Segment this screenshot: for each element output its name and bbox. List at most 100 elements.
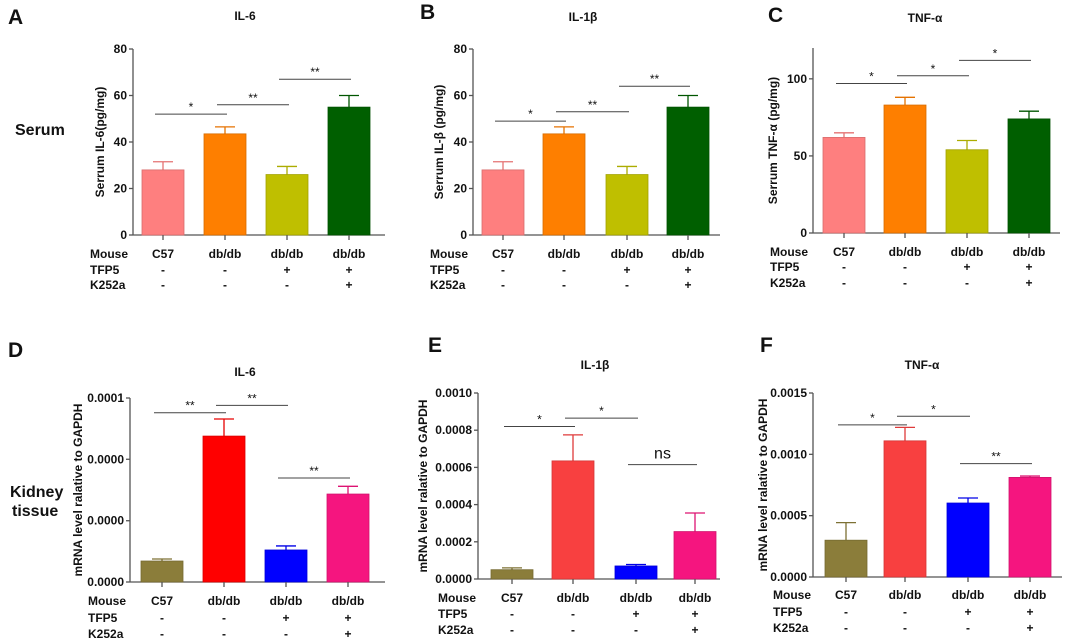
group-k252a-value: -	[571, 623, 575, 637]
row-label-mouse: Mouse	[90, 247, 128, 261]
bar	[326, 493, 370, 583]
significance-label: *	[189, 100, 194, 114]
bar	[946, 502, 990, 578]
row-label-tfp5: TFP5	[88, 611, 118, 625]
y-axis-label: Serrum IL-6(pg/mg)	[93, 87, 107, 198]
bar	[673, 531, 717, 580]
y-tick-label: 0.0000	[87, 575, 124, 589]
group-mouse-value: db/db	[271, 247, 304, 261]
group-k252a-value: -	[284, 627, 288, 641]
group-mouse-value: db/db	[611, 247, 644, 261]
significance-label: *	[599, 404, 604, 418]
bar	[666, 106, 710, 236]
bar	[140, 560, 184, 583]
bar	[551, 460, 595, 580]
chart-title: IL-1β	[581, 358, 610, 372]
group-tfp5-value: +	[1026, 605, 1033, 619]
y-tick-label: 100	[787, 72, 807, 86]
y-axis-label: mRNA level ralative to GAPDH	[416, 400, 430, 573]
group-k252a-value: -	[223, 278, 227, 292]
significance-label: **	[310, 65, 320, 79]
group-tfp5-value: +	[684, 263, 691, 277]
group-mouse-value: db/db	[889, 245, 922, 259]
group-tfp5-value: +	[344, 611, 351, 625]
group-tfp5-value: -	[501, 263, 505, 277]
y-tick-label: 80	[454, 42, 468, 56]
bar	[605, 174, 649, 236]
y-axis-label: Serrum IL-β (pg/mg)	[432, 85, 446, 200]
side-label-tissue: tissue	[12, 503, 58, 520]
y-tick-label: 0.0001	[87, 391, 124, 405]
row-label-mouse: Mouse	[438, 591, 476, 605]
group-k252a-value: +	[1025, 276, 1032, 290]
group-k252a-value: -	[501, 278, 505, 292]
significance-label: *	[931, 62, 936, 76]
group-mouse-value: C57	[151, 594, 173, 608]
y-tick-label: 0.0008	[435, 423, 472, 437]
y-tick-label: 0	[800, 226, 807, 240]
chart-title: IL-1β	[569, 10, 598, 24]
y-tick-label: 0.0010	[435, 386, 472, 400]
y-tick-label: 60	[114, 89, 128, 103]
y-tick-label: 0.0000	[770, 570, 807, 584]
y-tick-label: 20	[454, 182, 468, 196]
bar	[1008, 476, 1052, 578]
chart-title: IL-6	[234, 365, 256, 379]
group-tfp5-value: +	[345, 263, 352, 277]
y-tick-label: 0.0010	[770, 447, 807, 461]
y-tick-label: 0.0006	[435, 460, 472, 474]
panel-letter: C	[768, 4, 783, 27]
y-tick-label: 0.0015	[770, 386, 807, 400]
chart-title: TNF-α	[908, 11, 943, 25]
panel-letter: B	[420, 1, 435, 24]
group-k252a-value: -	[510, 623, 514, 637]
group-tfp5-value: -	[160, 611, 164, 625]
group-tfp5-value: -	[844, 605, 848, 619]
group-tfp5-value: +	[282, 611, 289, 625]
group-k252a-value: -	[285, 278, 289, 292]
bar	[822, 137, 866, 234]
significance-label: ns	[654, 446, 671, 463]
group-mouse-value: db/db	[672, 247, 705, 261]
y-tick-label: 20	[114, 182, 128, 196]
row-label-k252a: K252a	[430, 278, 466, 292]
group-mouse-value: db/db	[679, 591, 712, 605]
y-axis-label: mRNA level ralative to GAPDH	[71, 404, 85, 577]
significance-label: **	[247, 391, 257, 405]
group-k252a-value: -	[222, 627, 226, 641]
group-mouse-value: db/db	[951, 245, 984, 259]
group-tfp5-value: -	[571, 607, 575, 621]
group-mouse-value: db/db	[889, 588, 922, 602]
y-tick-label: 0.0000	[87, 514, 124, 528]
group-mouse-value: db/db	[1014, 588, 1047, 602]
significance-label: **	[309, 464, 319, 478]
group-mouse-value: C57	[152, 247, 174, 261]
row-label-tfp5: TFP5	[430, 263, 460, 277]
bar	[945, 149, 989, 234]
chart-title: IL-6	[234, 9, 256, 23]
bar	[490, 569, 534, 580]
row-label-mouse: Mouse	[88, 594, 126, 608]
group-tfp5-value: +	[1025, 260, 1032, 274]
y-tick-label: 60	[454, 89, 468, 103]
bar	[202, 435, 246, 583]
row-label-k252a: K252a	[770, 276, 806, 290]
row-label-k252a: K252a	[438, 623, 474, 637]
row-label-tfp5: TFP5	[770, 260, 800, 274]
group-tfp5-value: -	[903, 605, 907, 619]
group-tfp5-value: +	[963, 260, 970, 274]
panel-e: E IL-1β 0.0000 0.0002 0.0004 0.0006 0.0008 0.00…	[416, 334, 720, 637]
group-k252a-value: +	[691, 623, 698, 637]
significance-label: **	[991, 450, 1001, 464]
group-mouse-value: db/db	[333, 247, 366, 261]
group-tfp5-value: +	[623, 263, 630, 277]
group-tfp5-value: -	[903, 260, 907, 274]
significance-label: **	[248, 91, 258, 105]
group-k252a-value: +	[344, 627, 351, 641]
y-tick-label: 0.0005	[770, 509, 807, 523]
group-mouse-value: C57	[501, 591, 523, 605]
y-tick-label: 40	[454, 135, 468, 149]
